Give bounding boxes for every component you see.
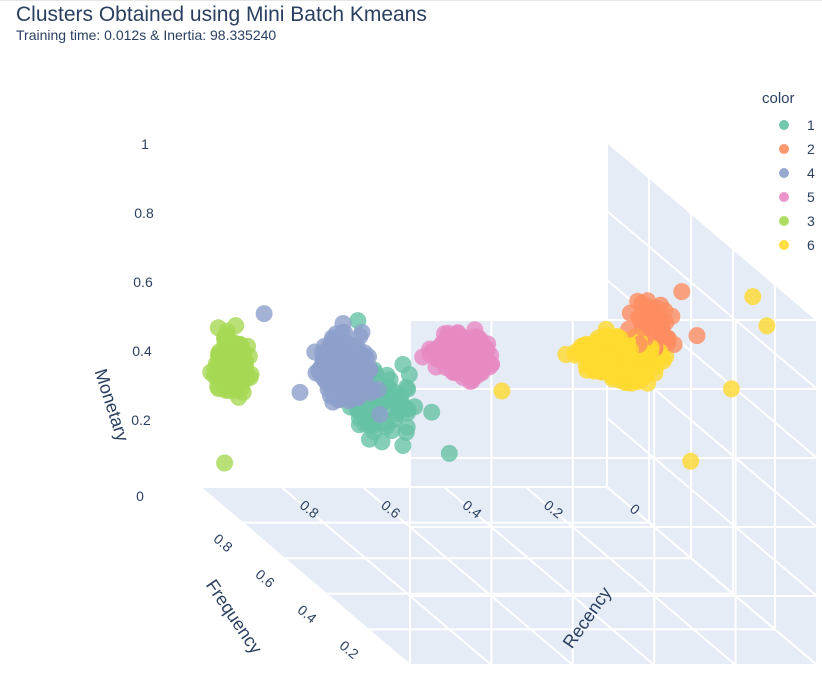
- grid-line-monetary: [606, 210, 818, 390]
- frequency-axis-title: Frequency: [202, 576, 266, 658]
- grid-line-recency: [362, 486, 574, 666]
- data-point-cluster-4[interactable]: [371, 406, 389, 423]
- data-point-cluster-1[interactable]: [394, 437, 412, 454]
- data-point-cluster-4[interactable]: [311, 362, 329, 380]
- legend-label: 3: [807, 213, 815, 229]
- data-point-cluster-1[interactable]: [440, 444, 458, 462]
- data-points: [202, 283, 776, 472]
- monetary-axis-title: Monetary: [91, 366, 133, 444]
- grid-line-monetary: [606, 417, 818, 597]
- data-point-cluster-6[interactable]: [596, 328, 614, 346]
- data-point-cluster-1[interactable]: [400, 366, 418, 384]
- legend-label: 1: [807, 117, 815, 133]
- monetary-tick-label: 0.2: [131, 412, 151, 428]
- chart-subtitle: Training time: 0.012s & Inertia: 98.3352…: [16, 27, 277, 43]
- data-point-cluster-1[interactable]: [398, 418, 416, 436]
- legend-marker-icon: [779, 144, 789, 154]
- grid-line-recency: [524, 486, 737, 666]
- data-point-cluster-1[interactable]: [423, 403, 441, 421]
- data-point-cluster-3[interactable]: [209, 319, 227, 337]
- legend-item-6[interactable]: 6: [750, 233, 815, 257]
- data-point-cluster-6[interactable]: [557, 346, 575, 363]
- legend-label: 5: [807, 189, 815, 205]
- monetary-tick-label: 0.4: [132, 343, 152, 359]
- legend-marker-icon: [779, 216, 789, 226]
- data-point-cluster-1[interactable]: [360, 430, 378, 448]
- monetary-tick-label: 0: [136, 488, 144, 504]
- legend-item-1[interactable]: 1: [750, 113, 815, 137]
- grid-line-recency: [280, 486, 493, 666]
- data-point-cluster-5[interactable]: [414, 348, 432, 366]
- monetary-tick-label: 0.6: [133, 274, 153, 290]
- data-point-cluster-4[interactable]: [255, 305, 273, 323]
- monetary-tick-label: 1: [141, 136, 149, 152]
- legend-label: 2: [807, 141, 815, 157]
- data-point-cluster-5[interactable]: [435, 336, 453, 354]
- frequency-tick-label: 0.8: [211, 530, 236, 555]
- data-point-cluster-6[interactable]: [722, 380, 740, 398]
- grid-line-monetary: [606, 486, 818, 666]
- legend-marker-icon: [779, 120, 789, 130]
- legend-item-3[interactable]: 3: [750, 209, 815, 233]
- data-point-cluster-2[interactable]: [673, 283, 691, 301]
- frequency-tick-label: 0.4: [295, 602, 320, 627]
- data-point-cluster-6[interactable]: [682, 452, 700, 470]
- top-divider: [0, 0, 822, 1]
- legend-title: color: [762, 90, 795, 107]
- monetary-tick-label: 0.8: [134, 205, 154, 221]
- data-point-cluster-4[interactable]: [324, 393, 342, 411]
- data-point-cluster-6[interactable]: [758, 317, 776, 335]
- data-point-cluster-1[interactable]: [350, 409, 368, 427]
- data-point-cluster-6[interactable]: [493, 382, 511, 400]
- chart-title: Clusters Obtained using Mini Batch Kmean…: [16, 3, 427, 26]
- legend-marker-icon: [779, 168, 789, 178]
- grid-line-monetary: [606, 141, 818, 321]
- back-left-wall: [607, 142, 817, 665]
- data-point-cluster-3[interactable]: [202, 363, 220, 381]
- legend-label: 4: [807, 165, 815, 181]
- legend-item-4[interactable]: 4: [750, 161, 815, 185]
- frequency-tick-label: 0.6: [253, 566, 278, 591]
- legend-item-2[interactable]: 2: [750, 137, 815, 161]
- data-point-cluster-4[interactable]: [306, 343, 324, 361]
- legend-label: 6: [807, 237, 815, 253]
- data-point-cluster-4[interactable]: [291, 383, 309, 401]
- data-point-cluster-2[interactable]: [630, 309, 648, 326]
- data-point-cluster-2[interactable]: [688, 327, 706, 345]
- legend-marker-icon: [779, 192, 789, 202]
- data-point-cluster-3[interactable]: [216, 454, 234, 472]
- grid-line-recency: [443, 486, 655, 666]
- data-point-cluster-6[interactable]: [744, 288, 762, 306]
- frequency-tick-label: 0.2: [337, 637, 362, 662]
- grid-line-recency: [199, 486, 411, 666]
- legend-marker-icon: [779, 240, 789, 250]
- legend: color 1 2 4 5 3 6: [750, 90, 815, 257]
- legend-item-5[interactable]: 5: [750, 185, 815, 209]
